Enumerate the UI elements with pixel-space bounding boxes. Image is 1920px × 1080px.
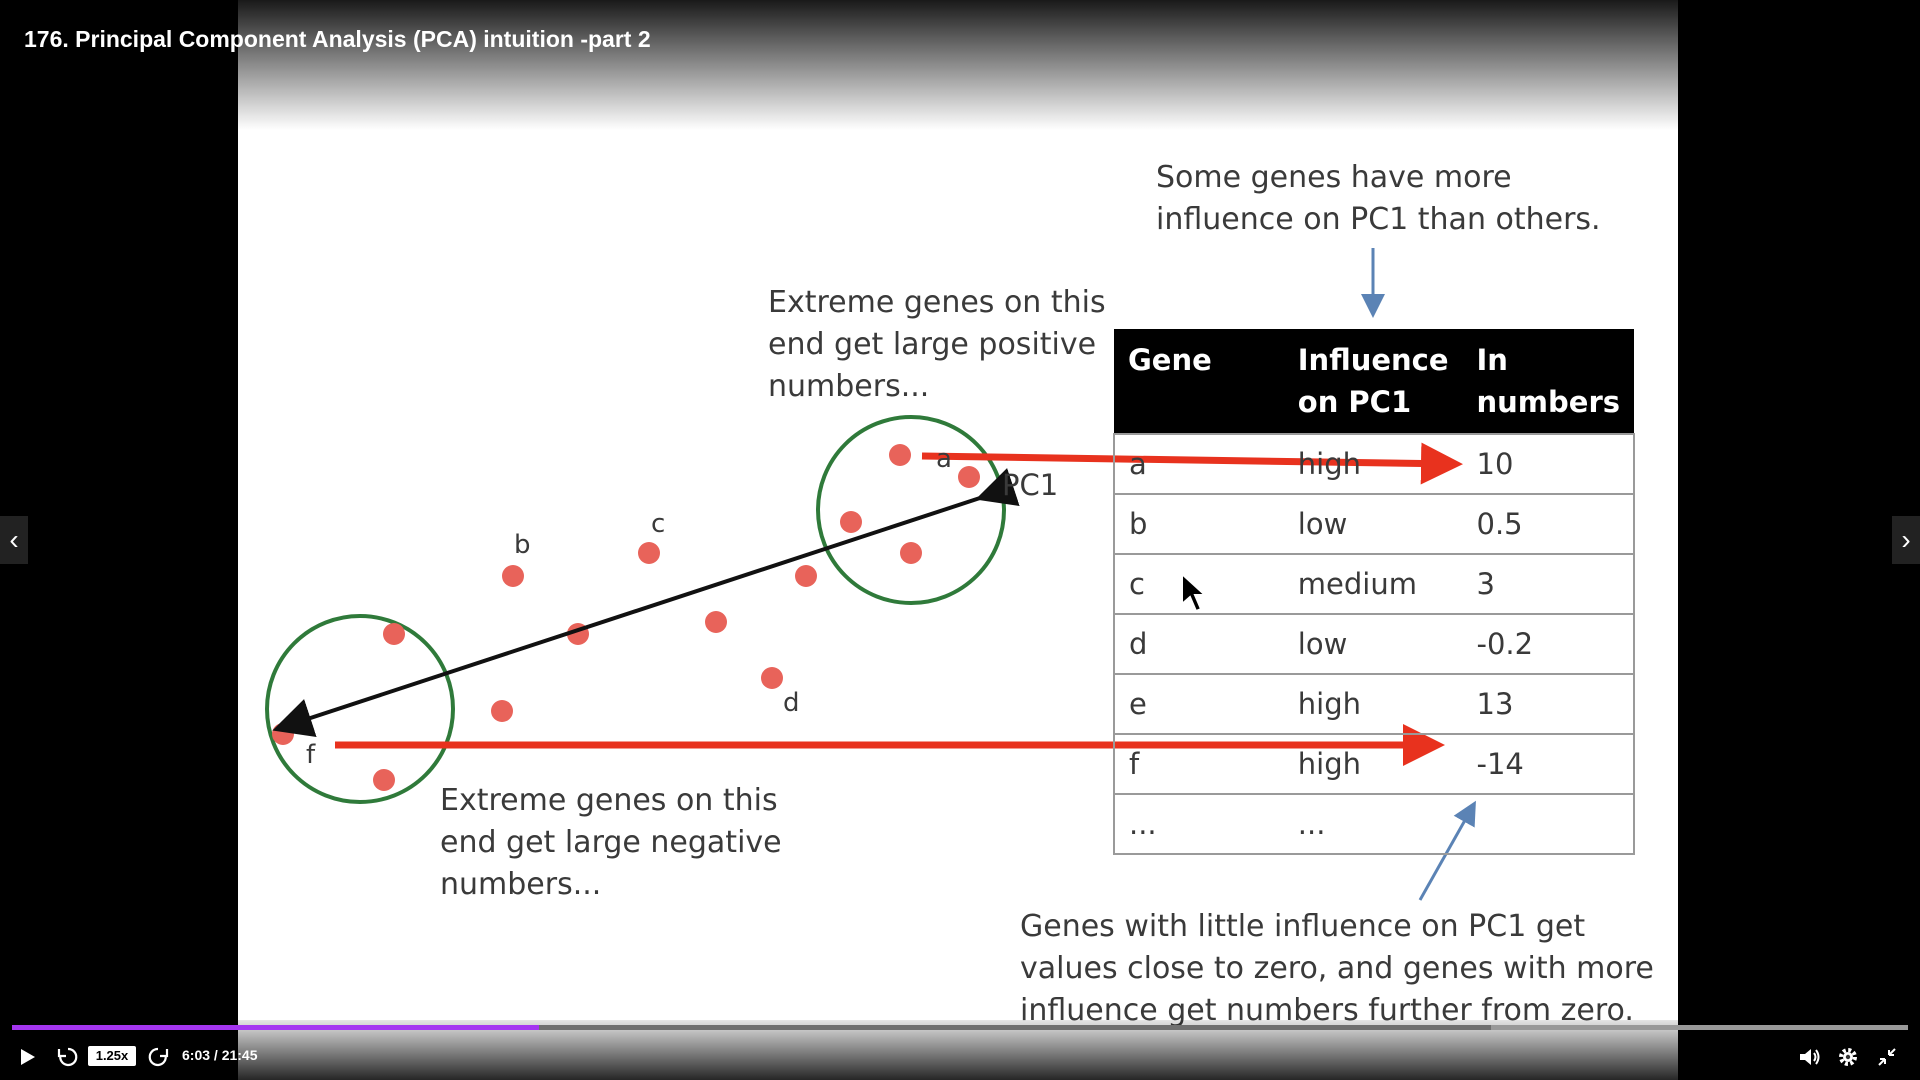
prev-lecture-button[interactable]: ‹	[0, 516, 28, 564]
cell-number: -14	[1462, 733, 1636, 795]
playback-speed-button[interactable]: 1.25x	[88, 1046, 136, 1066]
gene-point	[795, 565, 817, 587]
cell-number: 10	[1462, 433, 1636, 495]
note-bottom: Genes with little influence on PC1 get v…	[1020, 909, 1654, 1028]
table-row: f high -14	[1113, 733, 1636, 795]
play-icon[interactable]	[16, 1046, 38, 1068]
gene-point	[958, 466, 980, 488]
gene-influence-table: Gene Influence on PC1 In numbers a high 10…	[1113, 329, 1636, 855]
video-controls	[0, 1020, 1920, 1080]
gear-icon[interactable]	[1836, 1045, 1860, 1069]
next-lecture-button[interactable]: ›	[1892, 516, 1920, 564]
rewind-icon[interactable]	[56, 1045, 80, 1069]
header-gene: Gene	[1114, 329, 1284, 434]
note-negative-end: Extreme genes on this end get large nega…	[440, 783, 782, 902]
cell-gene: b	[1113, 493, 1284, 555]
table-row: ......	[1113, 793, 1636, 855]
cell-gene: a	[1113, 433, 1284, 495]
table-header-row: Gene Influence on PC1 In numbers	[1114, 329, 1634, 434]
table-row: a high 10	[1113, 433, 1636, 495]
point-label-c: c	[651, 509, 666, 539]
table-row: d low -0.2	[1113, 613, 1636, 675]
gene-point	[373, 769, 395, 791]
gene-point	[491, 700, 513, 722]
gene-point	[705, 611, 727, 633]
gene-point	[761, 667, 783, 689]
header-influence: Influence on PC1	[1283, 329, 1463, 434]
point-label-f: f	[306, 740, 316, 770]
point-label-d: d	[783, 688, 800, 718]
forward-icon[interactable]	[146, 1045, 170, 1069]
progress-bar[interactable]	[12, 1025, 540, 1030]
chevron-right-icon: ›	[1901, 524, 1911, 555]
negative-end-circle	[265, 614, 455, 804]
gene-point	[383, 623, 405, 645]
cell-influence: high	[1283, 733, 1463, 795]
header-numbers: In numbers	[1462, 329, 1634, 434]
cell-number: -0.2	[1462, 613, 1636, 675]
point-label-a: a	[936, 444, 952, 474]
note-top: Some genes have more influence on PC1 th…	[1156, 160, 1601, 237]
table-row: e high 13	[1113, 673, 1636, 735]
point-label-b: b	[514, 530, 531, 560]
cell-influence: low	[1283, 493, 1463, 555]
gene-point	[900, 542, 922, 564]
cell-influence: ...	[1283, 793, 1463, 855]
cell-gene: f	[1113, 733, 1284, 795]
gene-point	[502, 565, 524, 587]
time-display: 6:03 / 21:45	[182, 1047, 258, 1063]
pc1-axis-arrow	[272, 468, 1020, 738]
cell-influence: high	[1283, 433, 1463, 495]
progress-buffered	[12, 1025, 1491, 1030]
cell-influence: high	[1283, 673, 1463, 735]
cell-influence: medium	[1283, 553, 1463, 615]
table-row: b low 0.5	[1113, 493, 1636, 555]
cell-influence: low	[1283, 613, 1463, 675]
cell-gene: ...	[1113, 793, 1284, 855]
cell-number: 0.5	[1462, 493, 1636, 555]
cell-gene: e	[1113, 673, 1284, 735]
cell-number: 3	[1462, 553, 1636, 615]
positive-end-circle	[816, 415, 1006, 605]
volume-icon[interactable]	[1798, 1046, 1822, 1068]
top-gradient	[0, 0, 1920, 130]
gene-point	[840, 511, 862, 533]
cell-number: 13	[1462, 673, 1636, 735]
video-title: 176. Principal Component Analysis (PCA) …	[24, 26, 651, 52]
cell-gene: d	[1113, 613, 1284, 675]
chevron-left-icon: ‹	[9, 524, 19, 555]
mouse-cursor	[1181, 572, 1208, 613]
gene-point	[638, 542, 660, 564]
note-positive-end: Extreme genes on this end get large posi…	[768, 285, 1106, 404]
axis-label-pc1: PC1	[1002, 468, 1059, 502]
gene-point	[889, 444, 911, 466]
cell-number	[1462, 793, 1636, 855]
exit-fullscreen-icon[interactable]	[1876, 1046, 1898, 1068]
